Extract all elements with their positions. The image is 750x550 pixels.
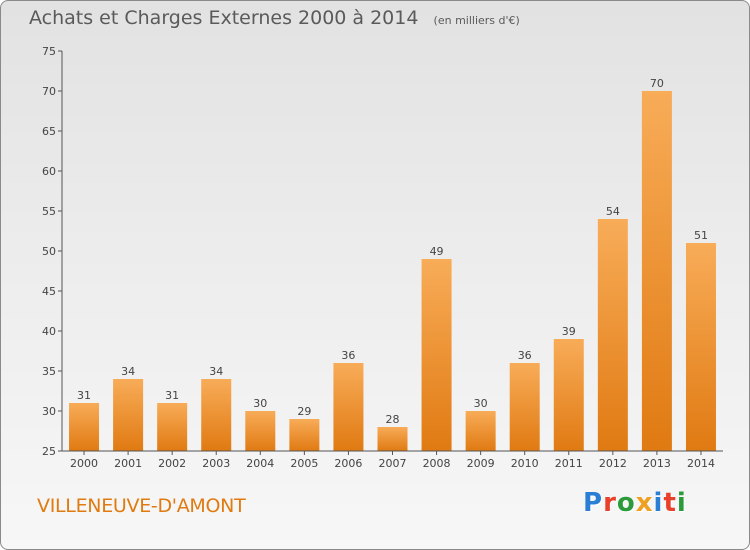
x-tick-label-2011: 2011 (555, 457, 583, 470)
data-label-2011: 39 (562, 325, 576, 338)
x-tick-label-2009: 2009 (467, 457, 495, 470)
bar-2002 (157, 403, 188, 451)
x-tick-label-2007: 2007 (379, 457, 407, 470)
axes-group (58, 50, 723, 455)
logo-letter: o (616, 488, 636, 518)
place-name: VILLENEUVE-D'AMONT (37, 495, 246, 517)
bar-2014 (685, 243, 716, 451)
bar-2009 (465, 411, 496, 451)
data-label-2002: 31 (165, 389, 179, 402)
y-tick-label-45: 45 (42, 285, 56, 298)
data-label-2014: 51 (694, 229, 708, 242)
y-tick-label-55: 55 (42, 205, 56, 218)
data-label-2006: 36 (341, 349, 355, 362)
proxiti-logo[interactable]: Proxiti (583, 488, 687, 518)
y-tick-label-25: 25 (42, 445, 56, 458)
data-label-2008: 49 (430, 245, 444, 258)
y-tick-label-35: 35 (42, 365, 56, 378)
data-label-2001: 34 (121, 365, 135, 378)
data-label-2010: 36 (518, 349, 532, 362)
y-tick-label-50: 50 (42, 245, 56, 258)
x-tick-label-2012: 2012 (599, 457, 627, 470)
data-label-2004: 30 (253, 397, 267, 410)
data-label-2003: 34 (209, 365, 223, 378)
logo-letter: i (653, 488, 664, 518)
y-tick-label-40: 40 (42, 325, 56, 338)
bar-2000 (69, 403, 100, 451)
bar-2008 (421, 259, 452, 451)
data-label-2005: 29 (297, 405, 311, 418)
bar-2001 (113, 379, 144, 451)
bar-2007 (377, 427, 408, 451)
logo-letter: x (635, 488, 654, 518)
data-label-2013: 70 (650, 77, 664, 90)
bar-2012 (597, 219, 628, 451)
x-tick-label-2010: 2010 (511, 457, 539, 470)
x-tick-label-2008: 2008 (423, 457, 451, 470)
bars-group (69, 91, 716, 451)
data-label-2009: 30 (474, 397, 488, 410)
x-tick-label-2001: 2001 (114, 457, 142, 470)
logo-letter: t (663, 488, 677, 518)
x-tick-label-2003: 2003 (202, 457, 230, 470)
bar-2011 (553, 339, 584, 451)
logo-letter: i (676, 488, 687, 518)
title-row: Achats et Charges Externes 2000 à 2014 (… (29, 7, 520, 29)
x-tick-label-2002: 2002 (158, 457, 186, 470)
x-tick-label-2014: 2014 (687, 457, 715, 470)
y-tick-label-65: 65 (42, 125, 56, 138)
labels-group: 31 2000 34 2001 31 2002 34 2003 30 2004 29 2005 36 20… (42, 45, 715, 470)
x-tick-label-2013: 2013 (643, 457, 671, 470)
bar-2003 (201, 379, 232, 451)
chart-unit: (en milliers d'€) (433, 14, 520, 27)
y-tick-label-75: 75 (42, 45, 56, 58)
logo-letter: P (583, 488, 604, 518)
data-label-2012: 54 (606, 205, 620, 218)
y-tick-label-60: 60 (42, 165, 56, 178)
x-tick-label-2005: 2005 (290, 457, 318, 470)
bar-2006 (333, 363, 364, 451)
x-tick-label-2004: 2004 (246, 457, 274, 470)
y-tick-label-30: 30 (42, 405, 56, 418)
y-tick-label-70: 70 (42, 85, 56, 98)
x-tick-label-2006: 2006 (334, 457, 362, 470)
bar-2010 (509, 363, 540, 451)
chart-title: Achats et Charges Externes 2000 à 2014 (29, 7, 419, 29)
bar-2013 (641, 91, 672, 451)
x-tick-label-2000: 2000 (70, 457, 98, 470)
bar-2005 (289, 419, 320, 451)
data-label-2007: 28 (386, 413, 400, 426)
data-label-2000: 31 (77, 389, 91, 402)
bar-2004 (245, 411, 276, 451)
logo-letter: r (603, 488, 617, 518)
